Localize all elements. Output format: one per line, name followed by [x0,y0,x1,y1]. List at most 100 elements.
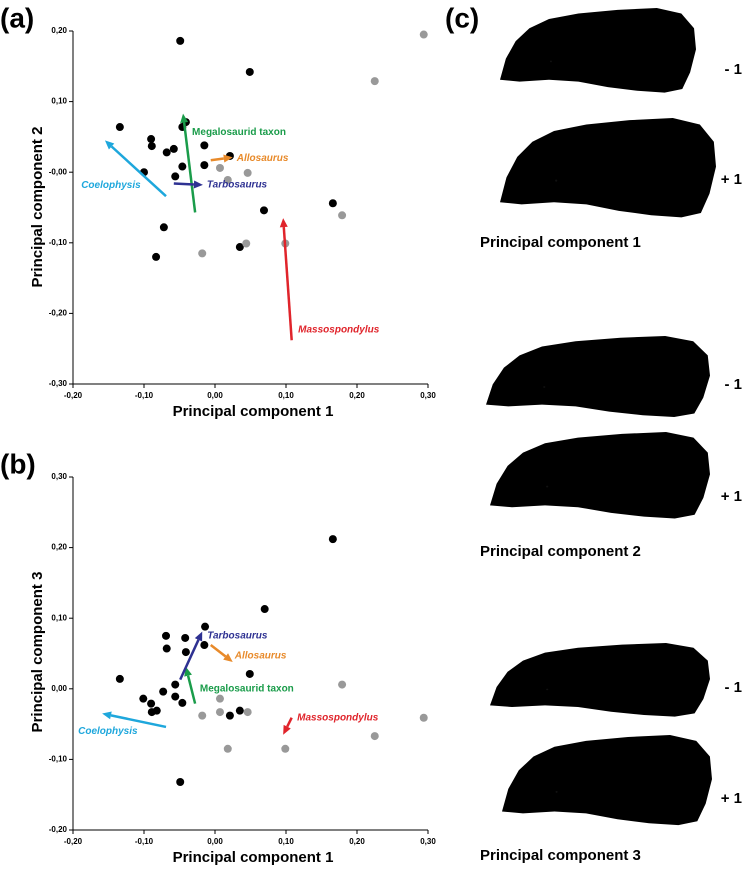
arrow-head [102,711,112,720]
arrow [173,182,195,186]
skull-shape [500,8,696,93]
arrow [186,675,197,704]
x-tick-label: 0,30 [420,837,436,846]
point [245,669,254,678]
arrow-label: Massospondylus [297,712,379,723]
point [419,30,428,39]
x-tick-label: -0,10 [135,837,154,846]
point [260,605,269,614]
point [159,223,168,232]
point [370,732,379,741]
skull-outline [502,735,712,826]
x-axis-title: Principal component 1 [173,849,334,866]
x-tick-label: -0,20 [64,837,83,846]
point [181,648,190,657]
point [223,175,232,184]
component-title: Principal component 2 [480,543,641,560]
point [235,706,244,715]
x-axis-title: Principal component 1 [173,403,334,420]
point [281,744,290,753]
point [215,163,224,172]
arrow-label: Megalosaurid taxon [200,684,294,695]
point [215,694,224,703]
arrow-label: Megalosaurid taxon [192,127,286,138]
point [178,698,187,707]
plus-label: + 1 [721,488,742,505]
point [152,706,161,715]
skull-outline [490,432,710,519]
skull-shape [486,336,710,417]
point [171,680,180,689]
point [259,206,268,215]
component-title: Principal component 3 [480,847,641,864]
point [201,622,210,631]
minus-label: - 1 [724,61,742,78]
arrow-head [223,154,233,163]
skull-shape [500,118,716,218]
point [159,687,168,696]
point [245,67,254,76]
point [200,641,209,650]
point [178,162,187,171]
arrow-head [194,631,203,642]
arrow-label: Massospondylus [298,325,380,336]
point [223,744,232,753]
y-tick-label: -0,10 [49,238,68,247]
x-tick-label: 0,00 [207,391,223,400]
point [162,148,171,157]
skull-shape [490,432,710,519]
point [242,239,251,248]
point [328,199,337,208]
x-tick-label: 0,20 [349,391,365,400]
point [171,172,180,181]
arrow [110,714,167,729]
skull-outline [490,643,710,717]
x-tick-label: 0,20 [349,837,365,846]
minus-label: - 1 [724,376,742,393]
y-tick-label: 0,10 [51,613,67,622]
y-tick-label: 0,00 [51,684,67,693]
arrow [282,226,293,341]
y-axis-title: Principal component 3 [29,572,46,733]
point [169,144,178,153]
x-tick-label: 0,30 [420,391,436,400]
skull-outline [486,336,710,417]
arrow-label: Coelophysis [81,180,141,191]
x-tick-label: -0,20 [64,391,83,400]
point [200,141,209,150]
component-title: Principal component 1 [480,234,641,251]
minus-label: - 1 [724,679,742,696]
point [338,211,347,220]
point [198,249,207,258]
arrow [210,157,224,162]
point [200,161,209,170]
point [162,644,171,653]
point [243,168,252,177]
panel-label: (a) [0,2,34,33]
y-tick-label: 0,20 [51,543,67,552]
arrow-label: Allosaurus [236,153,289,164]
arrow [286,717,293,728]
arrow-label: Tarbosaurus [207,630,268,641]
y-tick-label: 0,20 [51,26,67,35]
y-tick-label: -0,20 [49,825,68,834]
point [162,631,171,640]
y-tick-label: 0,30 [51,472,67,481]
y-axis-title: Principal component 2 [29,127,46,288]
y-tick-label: -0,10 [49,755,68,764]
arrow-label: Allosaurus [234,651,287,662]
arrow-label: Coelophysis [78,726,138,737]
point [338,680,347,689]
point [139,694,148,703]
point [243,708,252,717]
plus-label: + 1 [721,790,742,807]
arrow [182,122,197,213]
arrow-label: Tarbosaurus [207,180,268,191]
arrow [110,145,167,198]
skull-outline [500,118,716,218]
skull-outline [500,8,696,93]
y-tick-label: 0,10 [51,97,67,106]
y-tick-label: -0,00 [49,167,68,176]
panel-label: (b) [0,448,36,479]
